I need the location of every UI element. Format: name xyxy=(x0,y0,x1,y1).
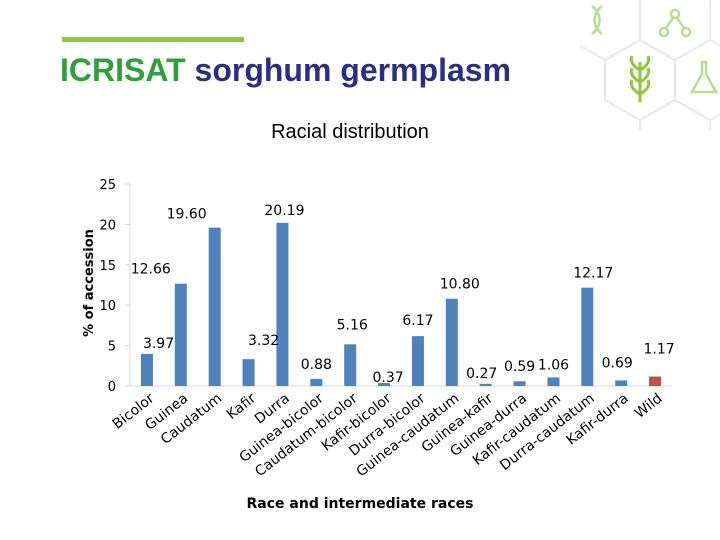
bar-caudatum xyxy=(208,227,221,386)
value-label-guinea-kafir: 0.27 xyxy=(466,366,497,382)
value-label-guinea-durra: 0.59 xyxy=(504,359,535,375)
slide-title-text: sorghum germplasm xyxy=(194,52,512,88)
x-tick-label-wild: Wild xyxy=(632,391,666,422)
y-tick-label: 25 xyxy=(99,178,116,193)
flask-icon xyxy=(689,60,719,94)
bar-kafir-bicolor xyxy=(378,383,391,386)
bar-wild xyxy=(649,376,662,386)
value-labels: 3.97 12.66 19.60 3.32 20.19 0.88 5.16 0.37 6.17 1… xyxy=(131,203,675,386)
y-tick-label: 15 xyxy=(99,259,116,274)
y-tick-label: 20 xyxy=(99,218,116,233)
title-accent-bar xyxy=(62,37,244,42)
y-tick-label: 0 xyxy=(108,380,116,395)
molecule-icon xyxy=(658,8,692,38)
y-tick-label: 5 xyxy=(108,340,116,355)
bar-guinea xyxy=(174,283,187,386)
slide-title: ICRISAT sorghum germplasm xyxy=(60,52,511,89)
bar-kafir-caudatum xyxy=(547,377,560,386)
wheat-icon xyxy=(629,55,651,102)
value-label-caudatum-bicolor: 5.16 xyxy=(337,317,368,333)
bar-kafir xyxy=(242,359,255,386)
value-label-caudatum: 19.60 xyxy=(167,207,207,223)
value-label-kafir: 3.32 xyxy=(248,333,279,349)
bars xyxy=(140,222,662,386)
value-label-kafir-caudatum: 1.06 xyxy=(538,357,569,373)
bar-durra xyxy=(276,222,289,386)
x-axis-labels: BicolorGuineaCaudatumKafirDurraGuinea-bi… xyxy=(110,390,666,480)
bar-guinea-durra xyxy=(513,381,526,386)
value-label-guinea: 12.66 xyxy=(131,262,171,278)
value-label-kafir-durra: 0.69 xyxy=(602,355,633,371)
bar-guinea-bicolor xyxy=(310,378,323,386)
bar-kafir-durra xyxy=(615,380,628,386)
value-label-guinea-bicolor: 0.88 xyxy=(301,357,332,373)
bar-bicolor xyxy=(140,353,153,386)
bar-guinea-kafir xyxy=(479,383,492,386)
bar-guinea-caudatum xyxy=(445,298,458,386)
dna-icon xyxy=(591,5,603,35)
value-label-bicolor: 3.97 xyxy=(143,336,174,352)
decorative-icon-panel xyxy=(580,0,720,130)
value-label-guinea-caudatum: 10.80 xyxy=(440,277,480,293)
y-tick-label: 10 xyxy=(99,299,116,314)
brand-name: ICRISAT xyxy=(60,52,186,88)
bar-caudatum-bicolor xyxy=(344,344,357,386)
bar-durra-caudatum xyxy=(581,287,594,386)
value-label-kafir-bicolor: 0.37 xyxy=(372,370,403,386)
value-label-durra: 20.19 xyxy=(264,203,304,219)
value-label-durra-bicolor: 6.17 xyxy=(402,313,433,329)
chart-title: Racial distribution xyxy=(271,121,429,143)
value-label-durra-caudatum: 12.17 xyxy=(573,266,613,282)
bar-durra-bicolor xyxy=(411,336,424,386)
x-axis-title: Race and intermediate races xyxy=(247,496,474,512)
y-axis-title: % of accession xyxy=(82,229,97,337)
value-label-wild: 1.17 xyxy=(643,342,674,358)
